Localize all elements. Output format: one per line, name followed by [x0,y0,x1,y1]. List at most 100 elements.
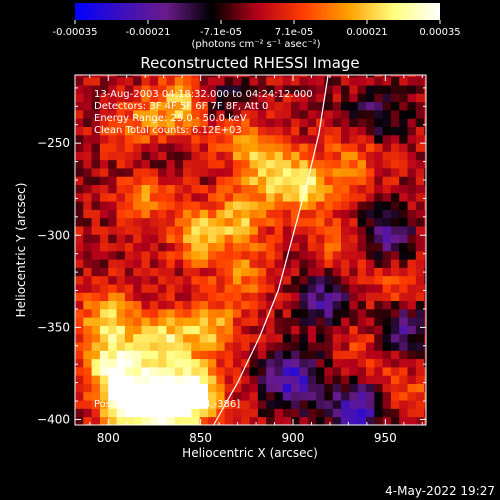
heatmap-cell [99,143,109,152]
heatmap-cell [133,391,142,401]
heatmap-cell [257,75,267,78]
heatmap-cell [224,192,234,202]
heatmap-cell [357,143,367,152]
heatmap-cell [341,226,350,235]
heatmap-cell [407,259,417,268]
heatmap-cell [291,134,300,144]
heatmap-cell [324,300,334,310]
heatmap-cell [216,259,226,268]
heatmap-cell [83,391,93,401]
heatmap-cell [399,292,408,302]
heatmap-cell [374,358,383,368]
heatmap-cell [249,159,259,169]
heatmap-cell [349,366,359,376]
heatmap-cell [341,317,350,326]
heatmap-cell [83,250,93,260]
heatmap-cell [307,408,317,418]
heatmap-cell [257,126,267,136]
heatmap-cell [274,267,284,277]
heatmap-cell [83,375,93,384]
heatmap-cell [99,383,109,393]
heatmap-cell [249,350,259,360]
heatmap-cell [224,134,234,144]
heatmap-cell [124,350,134,360]
heatmap-cell [349,400,359,409]
heatmap-cell [124,209,134,219]
heatmap-cell [149,201,159,210]
heatmap-cell [108,383,117,393]
heatmap-cell [232,176,242,186]
heatmap-cell [282,151,292,161]
heatmap-cell [75,317,84,326]
heatmap-cell [415,143,425,152]
heatmap-cell [75,267,84,277]
heatmap-cell [249,75,259,78]
heatmap-cell [241,350,250,360]
heatmap-cell [257,284,267,293]
heatmap-cell [216,308,226,318]
heatmap-cell [374,308,383,318]
heatmap-cell [141,184,151,194]
heatmap-cell [399,217,408,227]
heatmap-cell [341,308,350,318]
heatmap-cell [299,242,309,252]
heatmap-cell [274,408,284,418]
heatmap-cell [349,350,359,360]
heatmap-cell [149,317,159,326]
heatmap-cell [365,358,375,368]
heatmap-cell [191,300,201,310]
heatmap-cell [99,242,109,252]
heatmap-cell [357,342,367,351]
heatmap-cell [257,350,267,360]
heatmap-cell [133,333,142,343]
heatmap-cell [174,101,184,111]
heatmap-cell [141,292,151,302]
heatmap-cell [282,300,292,310]
heatmap-cell [274,325,284,335]
heatmap-cell [266,134,275,144]
heatmap-cell [266,101,275,111]
heatmap-cell [91,85,101,94]
heatmap-cell [415,300,425,310]
heatmap-cell [99,317,109,326]
heatmap-cell [390,259,400,268]
heatmap-cell [116,308,126,318]
heatmap-cell [108,375,117,384]
heatmap-cell [341,250,350,260]
heatmap-cell [424,408,426,418]
heatmap-cell [249,176,259,186]
heatmap-cell [390,333,400,343]
heatmap-cell [158,234,167,244]
heatmap-cell [407,250,417,260]
heatmap-cell [174,126,184,136]
heatmap-cell [83,75,93,78]
heatmap-cell [141,209,151,219]
heatmap-cell [91,217,101,227]
heatmap-cell [374,383,383,393]
heatmap-cell [149,333,159,343]
heatmap-cell [274,184,284,194]
heatmap-cell [374,416,383,425]
heatmap-cell [324,391,334,401]
heatmap-cell [133,93,142,103]
heatmap-cell [324,101,334,111]
heatmap-cell [357,217,367,227]
heatmap-cell [257,201,267,210]
heatmap-cell [399,192,408,202]
heatmap-cell [183,267,192,277]
heatmap-cell [149,284,159,293]
heatmap-cell [99,250,109,260]
heatmap-cell [424,350,426,360]
heatmap-cell [399,242,408,252]
heatmap-cell [183,375,192,384]
heatmap-cell [116,226,126,235]
heatmap-cell [291,151,300,161]
heatmap-cell [91,375,101,384]
heatmap-cell [241,358,250,368]
heatmap-cell [166,168,176,177]
heatmap-cell [349,300,359,310]
heatmap-cell [349,292,359,302]
heatmap-cell [424,143,426,152]
heatmap-cell [424,366,426,376]
heatmap-cell [390,85,400,94]
